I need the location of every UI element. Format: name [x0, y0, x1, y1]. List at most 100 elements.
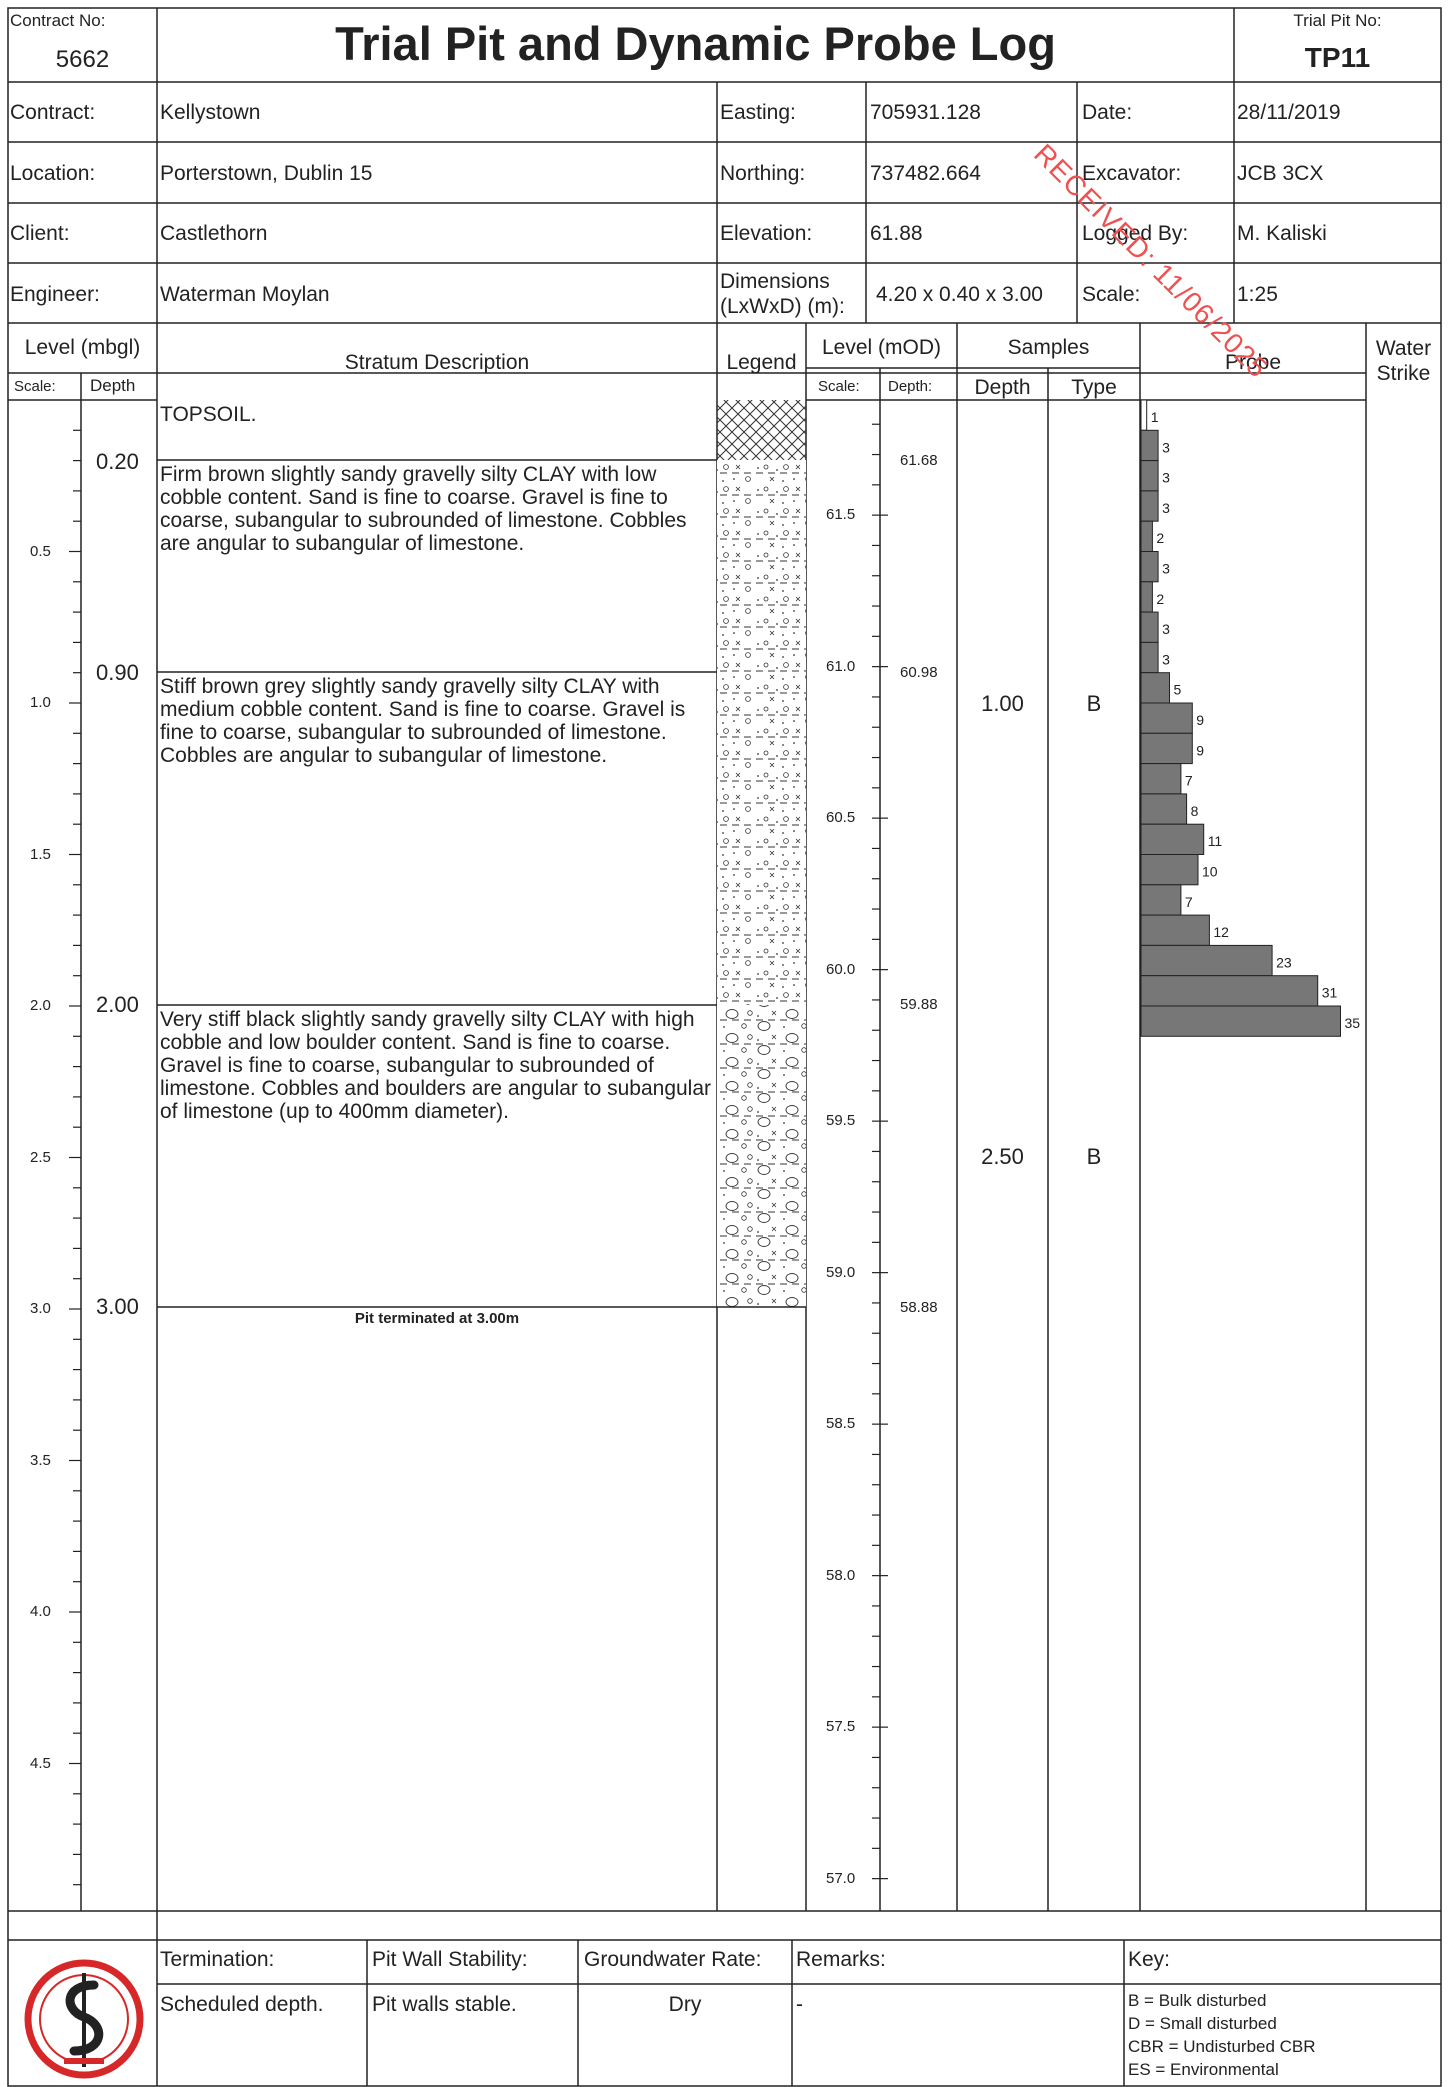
trial-pit-no: TP11	[1304, 42, 1371, 73]
groundwater-value: Dry	[668, 1993, 702, 2016]
mod-scale-label: 61.0	[826, 657, 856, 675]
page-title: Trial Pit and Dynamic Probe Log	[335, 17, 1056, 70]
scale-label: Scale:	[1082, 283, 1141, 306]
sample-type: B	[1086, 1144, 1102, 1169]
col-legend: Legend	[726, 351, 797, 374]
probe-bar	[1140, 672, 1170, 704]
contract-no-label: Contract No:	[10, 11, 106, 30]
trial-pit-no-label: Trial Pit No:	[1293, 11, 1382, 30]
groundwater-label: Groundwater Rate:	[584, 1948, 762, 1971]
probe-bar-label: 3	[1162, 621, 1170, 637]
probe-bar-label: 3	[1162, 651, 1170, 667]
probe-bar	[1140, 581, 1153, 613]
sample-type: B	[1086, 691, 1102, 716]
contract-label: Contract:	[10, 101, 96, 124]
col-depth: Depth	[90, 376, 136, 395]
col-water: Water	[1375, 337, 1432, 360]
col-sample-type: Type	[1071, 376, 1117, 399]
stratum-depth: 0.90	[96, 660, 139, 685]
termination-value: Scheduled depth.	[160, 1993, 324, 2016]
probe-bar-label: 12	[1213, 924, 1229, 940]
mod-scale-label: 60.0	[826, 960, 856, 978]
wall-stability-value: Pit walls stable.	[372, 1993, 517, 2016]
probe-bar-label: 3	[1162, 561, 1170, 577]
probe-bar-label: 7	[1185, 773, 1193, 789]
scale-label: 1.5	[30, 845, 51, 863]
probe-bar-label: 9	[1196, 712, 1204, 728]
key-item: D = Small disturbed	[1128, 2014, 1277, 2033]
mod-scale-label: 59.0	[826, 1263, 856, 1281]
probe-bar	[1140, 914, 1210, 946]
stratum-depth: 3.00	[96, 1294, 139, 1319]
col-level-mod: Level (mOD)	[821, 336, 942, 359]
northing-value: 737482.664	[870, 162, 981, 185]
probe-bar	[1140, 823, 1205, 856]
dimensions-label-units: (LxWxD) (m):	[720, 295, 845, 318]
scale-label: 2.0	[30, 997, 51, 1014]
probe-bar-label: 1	[1151, 409, 1159, 425]
col-sample-depth: Depth	[974, 376, 1031, 399]
col-scale: Scale:	[14, 378, 56, 395]
probe-bar-label: 10	[1202, 864, 1218, 880]
col-mod-depth: Depth:	[888, 378, 933, 395]
termination-label: Termination:	[160, 1948, 275, 1971]
mod-scale-label: 59.5	[826, 1112, 856, 1130]
scale-value: 1:25	[1237, 283, 1278, 306]
probe-bar	[1140, 641, 1159, 674]
probe-bar-label: 2	[1156, 530, 1164, 546]
mod-scale-label: 58.0	[826, 1566, 856, 1584]
probe-bar-label: 23	[1276, 954, 1292, 970]
scale-label: 0.5	[30, 542, 51, 560]
easting-label: Easting:	[720, 101, 796, 124]
key-item: B = Bulk disturbed	[1128, 1991, 1267, 2010]
stratum-description: Firm brown slightly sandy gravelly silty…	[160, 463, 687, 555]
sample-depth: 2.50	[981, 1144, 1024, 1169]
probe-bar-label: 8	[1191, 803, 1199, 819]
probe-bar	[1140, 763, 1182, 795]
date-value: 28/11/2019	[1237, 101, 1341, 124]
col-mod-scale: Scale:	[818, 378, 860, 395]
key-item: CBR = Undisturbed CBR	[1128, 2037, 1316, 2056]
probe-bar	[1140, 975, 1319, 1007]
probe-bar-label: 2	[1156, 591, 1164, 607]
mod-scale-label: 61.5	[826, 506, 856, 524]
probe-bar-label: 31	[1322, 985, 1338, 1001]
mod-scale-label: 58.5	[826, 1415, 856, 1433]
excavator-value: JCB 3CX	[1237, 162, 1324, 185]
dimensions-value: 4.20 x 0.40 x 3.00	[876, 283, 1043, 306]
date-label: Date:	[1082, 101, 1133, 124]
probe-bar	[1140, 399, 1148, 431]
key-label: Key:	[1128, 1948, 1171, 1971]
stratum-level: 59.88	[900, 996, 938, 1013]
scale-label: 4.0	[30, 1603, 51, 1620]
easting-value: 705931.128	[870, 101, 981, 124]
elevation-value: 61.88	[870, 222, 923, 245]
logged-by-label: Logged By:	[1082, 222, 1189, 245]
probe-bar-label: 35	[1345, 1015, 1361, 1031]
probe-bar	[1140, 884, 1182, 916]
col-samples: Samples	[1007, 336, 1090, 359]
client-label: Client:	[10, 222, 70, 245]
probe-bar	[1140, 611, 1159, 643]
wall-stability-label: Pit Wall Stability:	[372, 1948, 528, 1971]
stratum-topsoil: TOPSOIL.	[160, 403, 257, 426]
contract-value: Kellystown	[160, 101, 261, 124]
dimensions-label: Dimensions	[720, 270, 830, 293]
scale-label: 2.5	[30, 1148, 51, 1166]
probe-bar-label: 7	[1185, 894, 1193, 910]
probe-bar	[1140, 551, 1159, 583]
probe-bar	[1140, 429, 1159, 462]
probe-bar	[1140, 460, 1159, 492]
logged-by-value: M. Kaliski	[1237, 222, 1327, 245]
probe-bar	[1140, 854, 1199, 886]
probe-bar-label: 3	[1162, 500, 1170, 516]
probe-bar	[1140, 732, 1193, 765]
col-stratum: Stratum Description	[344, 351, 530, 374]
scale-label: 3.5	[30, 1451, 51, 1469]
stratum-depth: 0.20	[96, 449, 139, 474]
scale-label: 4.5	[30, 1754, 51, 1772]
probe-bar	[1140, 520, 1153, 553]
probe-bar	[1140, 702, 1193, 734]
location-value: Porterstown, Dublin 15	[160, 162, 373, 185]
probe-bar-label: 11	[1208, 833, 1223, 849]
